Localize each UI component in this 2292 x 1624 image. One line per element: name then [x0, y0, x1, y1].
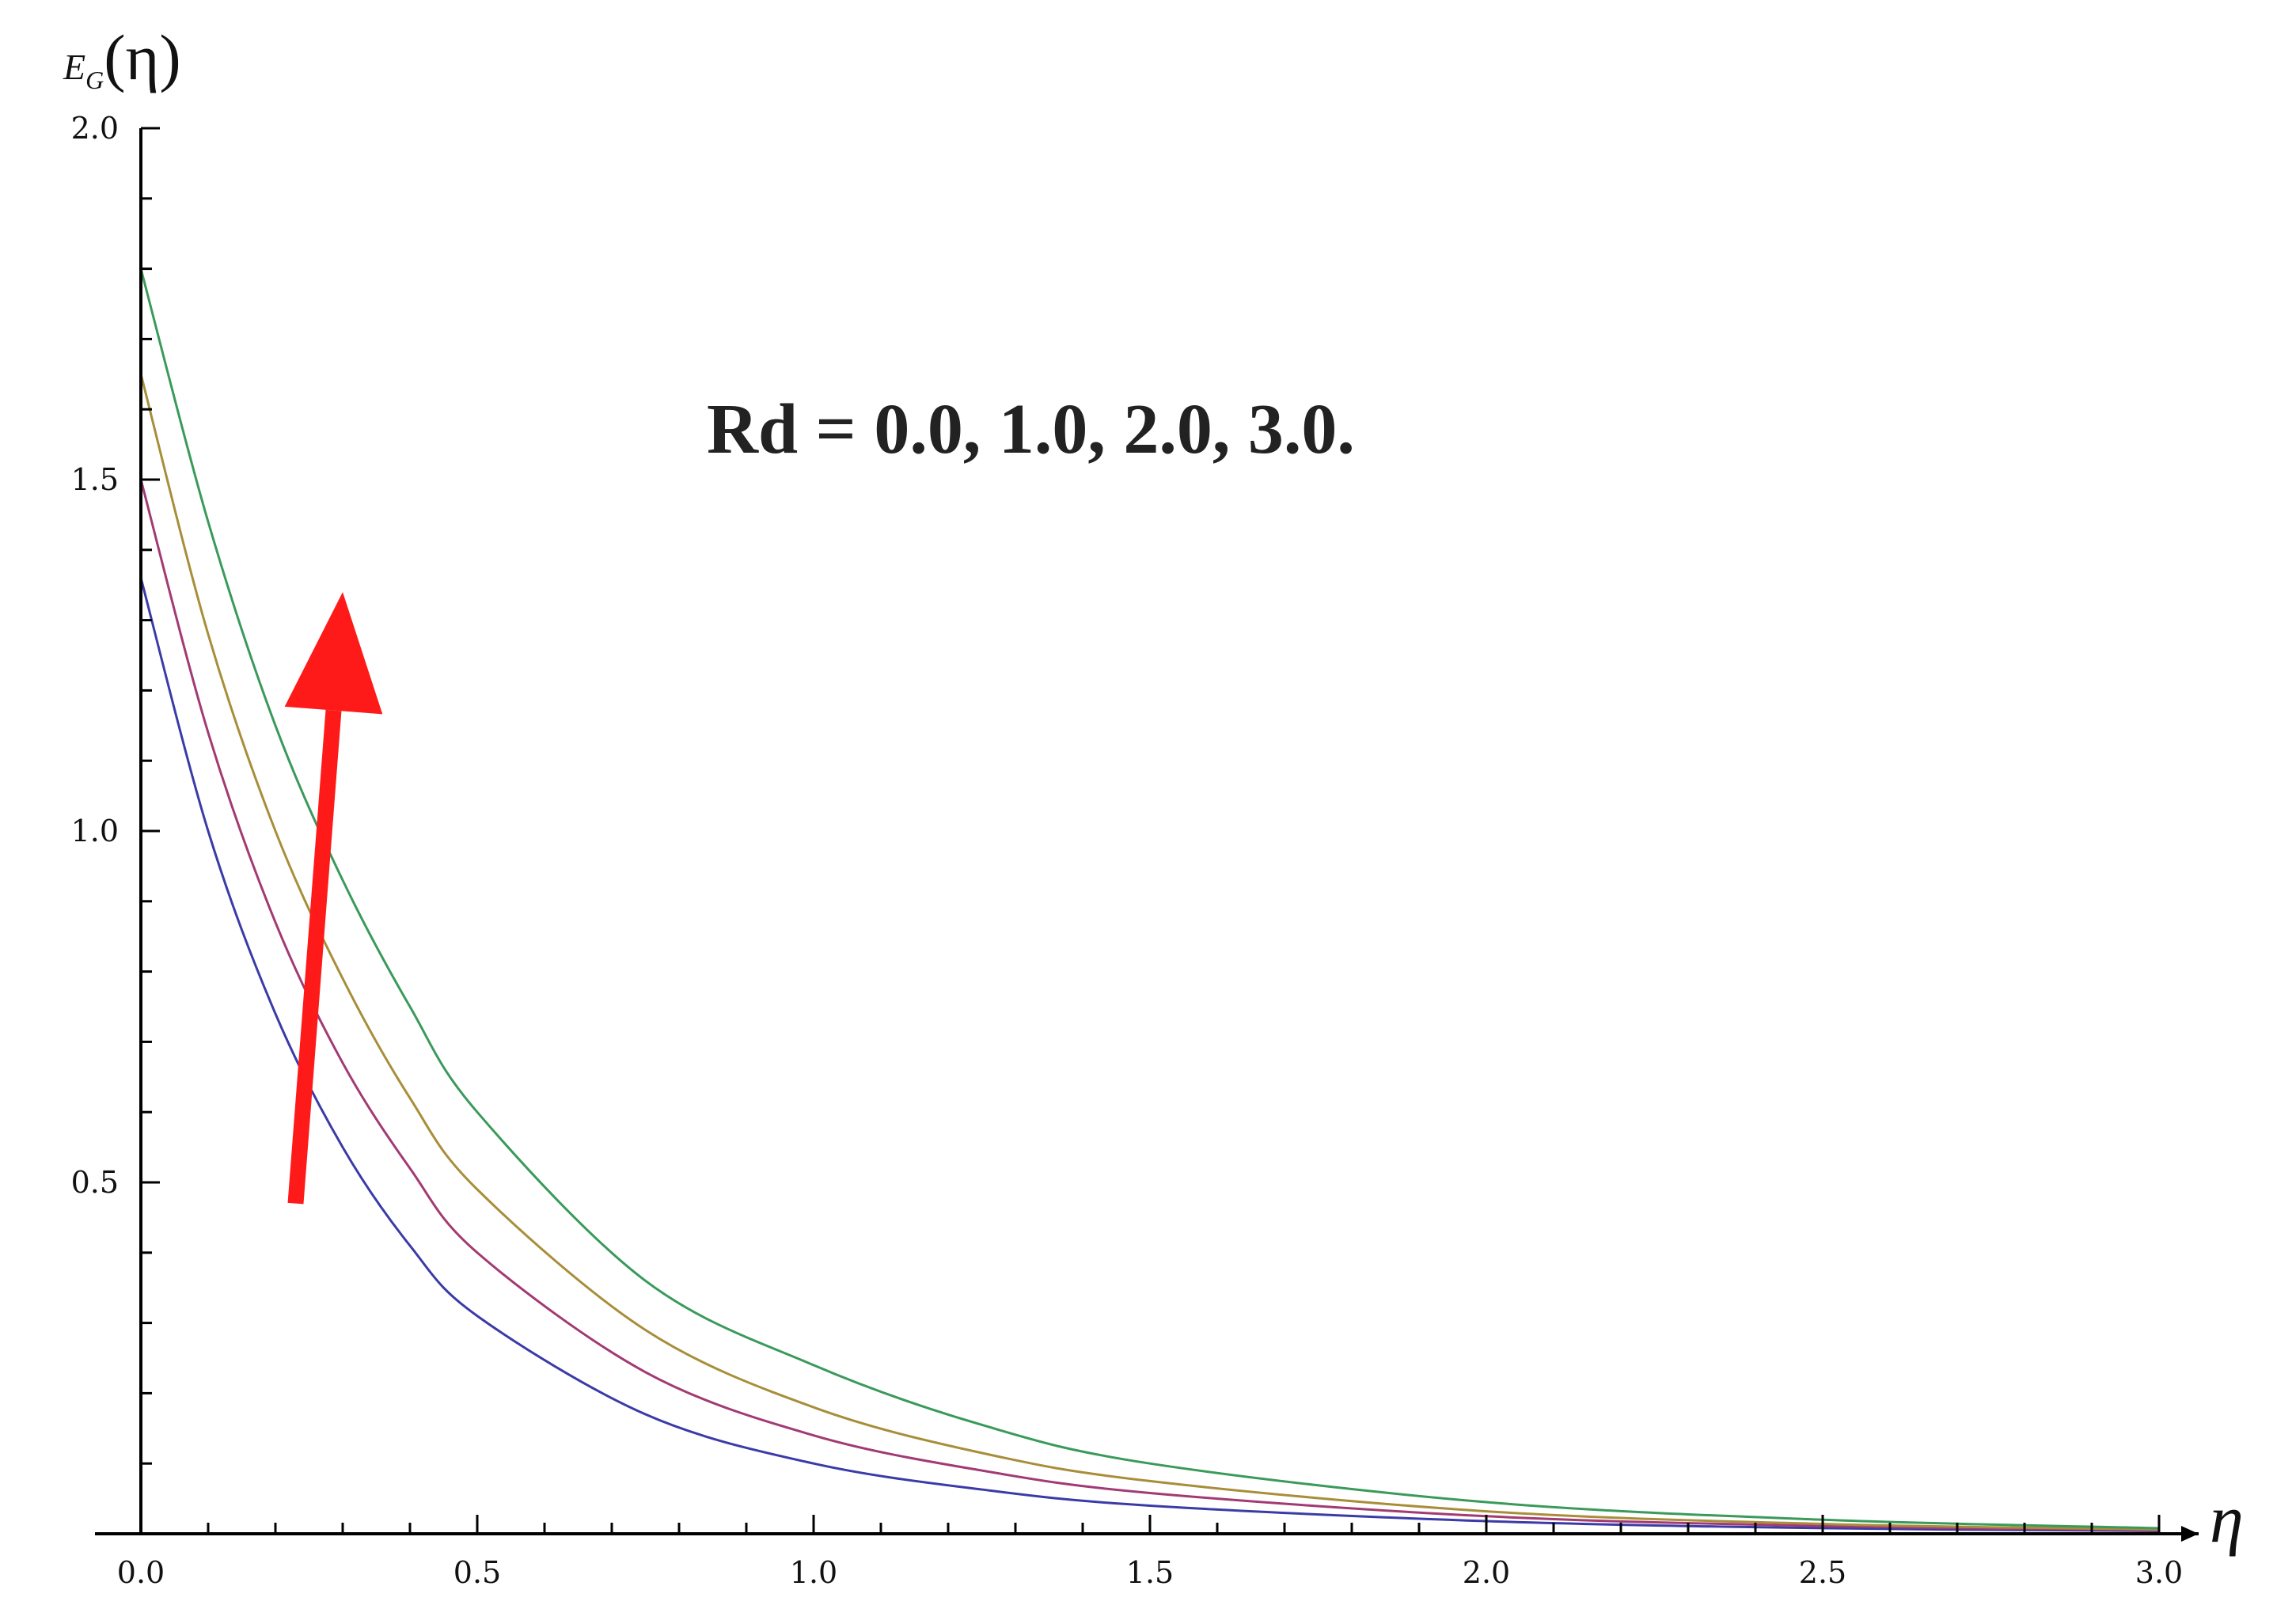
x-tick-label: 0.0 [117, 1555, 165, 1590]
rd-annotation: Rd = 0.0, 1.0, 2.0, 3.0. [707, 390, 1355, 469]
x-axis-label: η [2210, 1481, 2244, 1557]
series-line-4 [139, 268, 2160, 1530]
series-line-2 [139, 479, 2160, 1532]
x-axis-arrow [2181, 1526, 2199, 1542]
y-tick-label: 1.5 [71, 462, 119, 497]
y-axis-label-sub: G [85, 66, 104, 94]
y-tick-label: 2.0 [71, 111, 119, 146]
series-line-3 [139, 374, 2160, 1531]
tick-marks [139, 127, 2161, 1534]
arrow-head [284, 592, 383, 715]
x-tick-label: 0.5 [453, 1555, 501, 1590]
x-tick-label: 1.0 [790, 1555, 837, 1590]
series-group [139, 268, 2160, 1532]
y-axis-label: EG(η) [63, 21, 181, 94]
arrow-shaft [287, 709, 342, 1205]
y-axis-label-main: E [63, 47, 85, 87]
y-tick-label: 0.5 [71, 1165, 119, 1200]
annotation-arrow [284, 592, 383, 1205]
x-tick-label: 3.0 [2135, 1555, 2183, 1590]
tick-labels: 0.0 0.5 1.0 1.5 2.0 2.5 3.0 0.5 1.0 1.5 2.0 [71, 111, 2184, 1590]
x-tick-label: 2.0 [1463, 1555, 1510, 1590]
y-axis-label-arg: (η) [104, 21, 181, 93]
series-line-1 [139, 577, 2160, 1532]
x-tick-label: 1.5 [1126, 1555, 1174, 1590]
y-tick-label: 1.0 [71, 814, 119, 848]
x-tick-label: 2.5 [1799, 1555, 1846, 1590]
x-axis-arrowhead [2181, 1526, 2199, 1542]
